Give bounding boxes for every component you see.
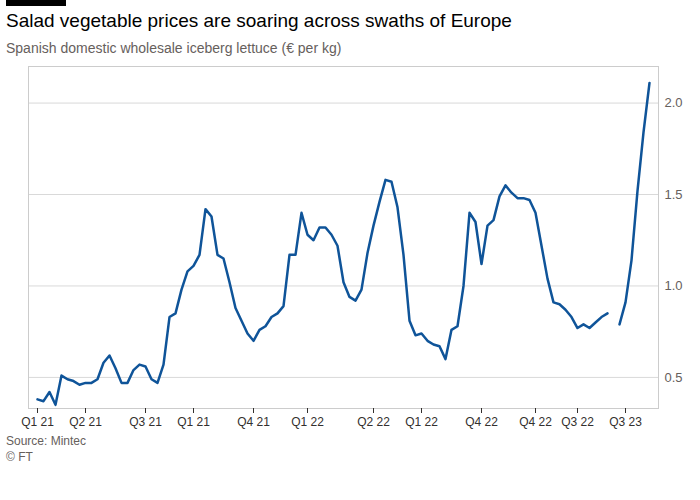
svg-text:0.5: 0.5 <box>665 370 683 385</box>
svg-text:Q2 22: Q2 22 <box>357 415 390 429</box>
svg-text:Q1 21: Q1 21 <box>177 415 210 429</box>
svg-text:2.0: 2.0 <box>665 95 683 110</box>
html-text:© FT: © FT <box>6 450 33 464</box>
svg-text:Q1 21: Q1 21 <box>21 415 54 429</box>
svg-text:Q3 22: Q3 22 <box>561 415 594 429</box>
html-text:Source: Mintec: Source: Mintec <box>6 434 86 448</box>
html-text:Spanish domestic wholesale ice: Spanish domestic wholesale iceberg lettu… <box>6 40 342 56</box>
svg-text:Q3 23: Q3 23 <box>609 415 642 429</box>
svg-text:Q4 22: Q4 22 <box>519 415 552 429</box>
svg-text:Q1 22: Q1 22 <box>405 415 438 429</box>
svg-text:Q1 22: Q1 22 <box>291 415 324 429</box>
svg-text:1.0: 1.0 <box>665 278 683 293</box>
html-text:Salad vegetable prices are soa: Salad vegetable prices are soaring acros… <box>6 10 512 31</box>
svg-text:Q2 21: Q2 21 <box>69 415 102 429</box>
svg-text:Q4 22: Q4 22 <box>465 415 498 429</box>
svg-text:1.5: 1.5 <box>665 187 683 202</box>
svg-text:Q3 21: Q3 21 <box>129 415 162 429</box>
svg-text:Q4 21: Q4 21 <box>237 415 270 429</box>
